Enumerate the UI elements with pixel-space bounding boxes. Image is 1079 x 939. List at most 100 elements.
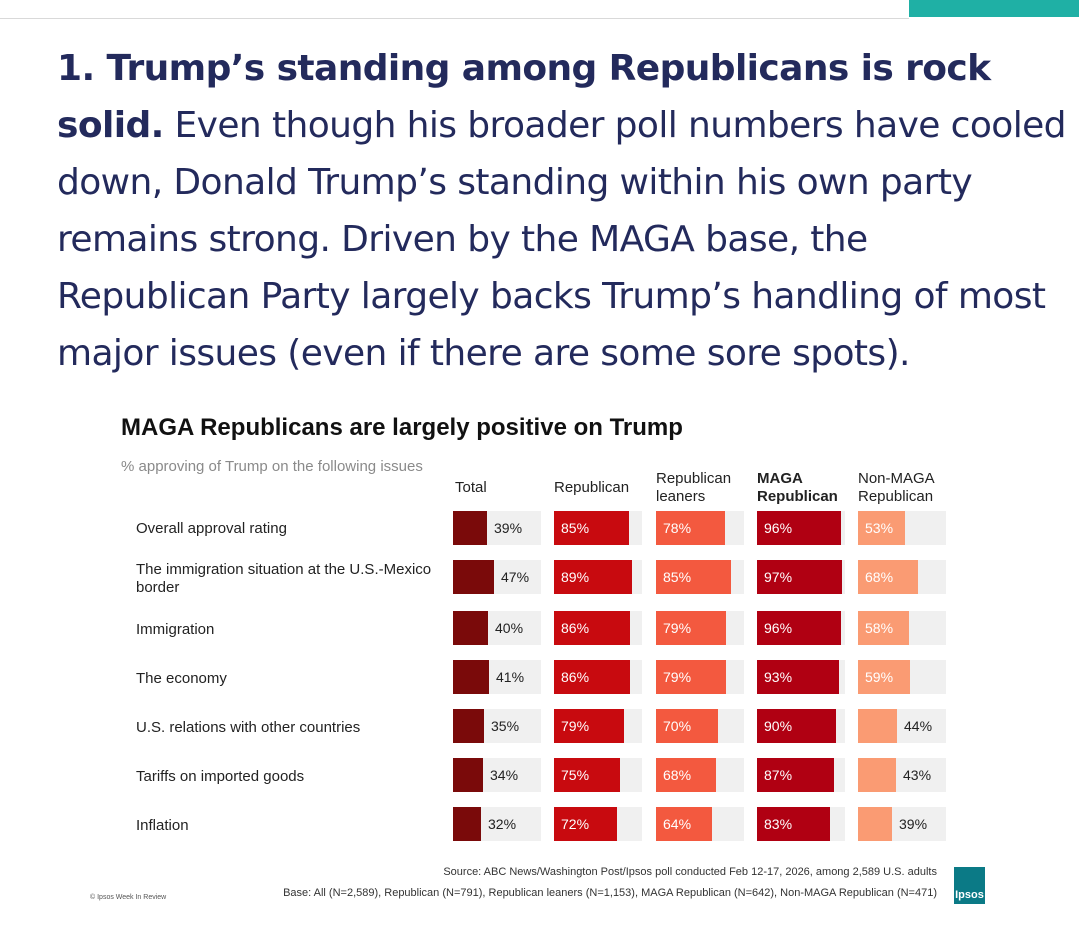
bar-value-maga-republican-3: 93% bbox=[764, 669, 793, 685]
bar-non-maga-republican-2 bbox=[858, 611, 909, 645]
bar-maga-republican-0 bbox=[757, 511, 841, 545]
col-header-leaners-line1: Republican bbox=[656, 470, 732, 487]
bar-total-0 bbox=[453, 511, 487, 545]
bar-republican-2 bbox=[554, 611, 630, 645]
bar-value-non-maga-republican-4: 44% bbox=[904, 718, 933, 734]
bar-value-non-maga-republican-5: 43% bbox=[903, 767, 932, 783]
bar-value-republican-leaners-1: 85% bbox=[663, 569, 692, 585]
bar-republican-6 bbox=[554, 807, 617, 841]
row-label-overall: Overall approval rating bbox=[136, 520, 287, 537]
bar-total-6 bbox=[453, 807, 481, 841]
bar-value-total-3: 41% bbox=[496, 669, 525, 685]
col-header-leaners: Republican leaners bbox=[656, 470, 731, 506]
col-header-maga-line1: MAGA bbox=[757, 470, 803, 487]
footer-credit: © Ipsos Week In Review bbox=[90, 894, 167, 901]
bar-value-maga-republican-0: 96% bbox=[764, 520, 793, 536]
top-divider bbox=[0, 18, 909, 19]
bar-value-total-4: 35% bbox=[491, 718, 520, 734]
bar-maga-republican-2 bbox=[757, 611, 841, 645]
bar-value-non-maga-republican-2: 58% bbox=[865, 620, 894, 636]
row-label-relations: U.S. relations with other countries bbox=[136, 719, 361, 736]
bar-republican-leaners-1 bbox=[656, 560, 731, 594]
col-header-maga: MAGA Republican bbox=[757, 470, 838, 506]
bar-value-republican-3: 86% bbox=[561, 669, 590, 685]
chart-subtitle: % approving of Trump on the following is… bbox=[121, 458, 423, 475]
bar-value-republican-leaners-6: 64% bbox=[663, 816, 692, 832]
bar-maga-republican-1 bbox=[757, 560, 842, 594]
bar-value-total-5: 34% bbox=[490, 767, 519, 783]
row-label-economy: The economy bbox=[136, 670, 227, 687]
bar-value-non-maga-republican-0: 53% bbox=[865, 520, 894, 536]
bar-value-republican-leaners-2: 79% bbox=[663, 620, 692, 636]
bar-value-republican-2: 86% bbox=[561, 620, 590, 636]
bar-value-total-1: 47% bbox=[501, 569, 530, 585]
headline-bold: Trump’s standing among Republicans is ro… bbox=[57, 48, 991, 146]
bar-total-3 bbox=[453, 660, 489, 694]
col-header-nonmaga-line2: Republican bbox=[858, 488, 934, 505]
bar-value-non-maga-republican-3: 59% bbox=[865, 669, 894, 685]
bar-republican-leaners-4 bbox=[656, 709, 718, 743]
headline-body: Even though his broader poll numbers hav… bbox=[57, 105, 1067, 374]
chart-title: MAGA Republicans are largely positive on… bbox=[121, 414, 683, 441]
bar-republican-3 bbox=[554, 660, 630, 694]
row-label-border-line1: The immigration situation at the U.S.-Me… bbox=[136, 561, 432, 578]
bar-total-5 bbox=[453, 758, 483, 792]
bar-value-maga-republican-6: 83% bbox=[764, 816, 793, 832]
bar-value-republican-leaners-4: 70% bbox=[663, 718, 692, 734]
bar-value-maga-republican-1: 97% bbox=[764, 569, 793, 585]
row-label-tariffs: Tariffs on imported goods bbox=[136, 768, 305, 785]
bar-value-republican-leaners-3: 79% bbox=[663, 669, 692, 685]
col-header-republican: Republican bbox=[554, 479, 630, 496]
bar-non-maga-republican-6 bbox=[858, 807, 892, 841]
col-header-nonmaga: Non-MAGA Republican bbox=[858, 470, 935, 506]
bar-republican-leaners-5 bbox=[656, 758, 716, 792]
bar-value-republican-leaners-5: 68% bbox=[663, 767, 692, 783]
bar-value-non-maga-republican-1: 68% bbox=[865, 569, 894, 585]
bar-value-republican-leaners-0: 78% bbox=[663, 520, 692, 536]
accent-bar bbox=[909, 0, 1079, 17]
col-header-nonmaga-line1: Non-MAGA bbox=[858, 470, 935, 487]
bar-republican-5 bbox=[554, 758, 620, 792]
bar-maga-republican-4 bbox=[757, 709, 836, 743]
bar-republican-leaners-3 bbox=[656, 660, 726, 694]
bar-value-total-6: 32% bbox=[488, 816, 517, 832]
bar-non-maga-republican-1 bbox=[858, 560, 918, 594]
bar-value-republican-0: 85% bbox=[561, 520, 590, 536]
bar-non-maga-republican-5 bbox=[858, 758, 896, 792]
row-label-border-line2: border bbox=[136, 579, 180, 596]
bar-value-maga-republican-4: 90% bbox=[764, 718, 793, 734]
bar-maga-republican-6 bbox=[757, 807, 830, 841]
col-header-total: Total bbox=[455, 479, 487, 496]
bar-value-maga-republican-2: 96% bbox=[764, 620, 793, 636]
ipsos-logo: Ipsos bbox=[954, 867, 985, 904]
bar-republican-4 bbox=[554, 709, 624, 743]
bar-republican-leaners-6 bbox=[656, 807, 712, 841]
col-header-leaners-line2: leaners bbox=[656, 488, 706, 505]
bar-republican-leaners-0 bbox=[656, 511, 725, 545]
headline-number: 1. bbox=[57, 48, 107, 89]
bar-republican-leaners-2 bbox=[656, 611, 726, 645]
bar-republican-1 bbox=[554, 560, 632, 594]
bar-value-maga-republican-5: 87% bbox=[764, 767, 793, 783]
bar-total-4 bbox=[453, 709, 484, 743]
bar-non-maga-republican-4 bbox=[858, 709, 897, 743]
row-label-inflation: Inflation bbox=[136, 817, 189, 834]
col-header-maga-line2: Republican bbox=[757, 488, 838, 505]
bar-value-republican-4: 79% bbox=[561, 718, 590, 734]
bar-value-non-maga-republican-6: 39% bbox=[899, 816, 928, 832]
headline: 1. Trump’s standing among Republicans is… bbox=[57, 40, 1067, 382]
bar-republican-0 bbox=[554, 511, 629, 545]
bar-value-republican-1: 89% bbox=[561, 569, 590, 585]
bar-total-1 bbox=[453, 560, 494, 594]
bar-non-maga-republican-0 bbox=[858, 511, 905, 545]
source-note: Source: ABC News/Washington Post/Ipsos p… bbox=[443, 866, 937, 878]
bar-value-republican-6: 72% bbox=[561, 816, 590, 832]
bar-value-total-0: 39% bbox=[494, 520, 523, 536]
bar-non-maga-republican-3 bbox=[858, 660, 910, 694]
row-label-border: The immigration situation at the U.S.-Me… bbox=[136, 561, 446, 597]
row-label-immigration: Immigration bbox=[136, 621, 215, 638]
bar-maga-republican-5 bbox=[757, 758, 834, 792]
base-note: Base: All (N=2,589), Republican (N=791),… bbox=[283, 887, 937, 899]
bar-total-2 bbox=[453, 611, 488, 645]
bar-value-total-2: 40% bbox=[495, 620, 524, 636]
